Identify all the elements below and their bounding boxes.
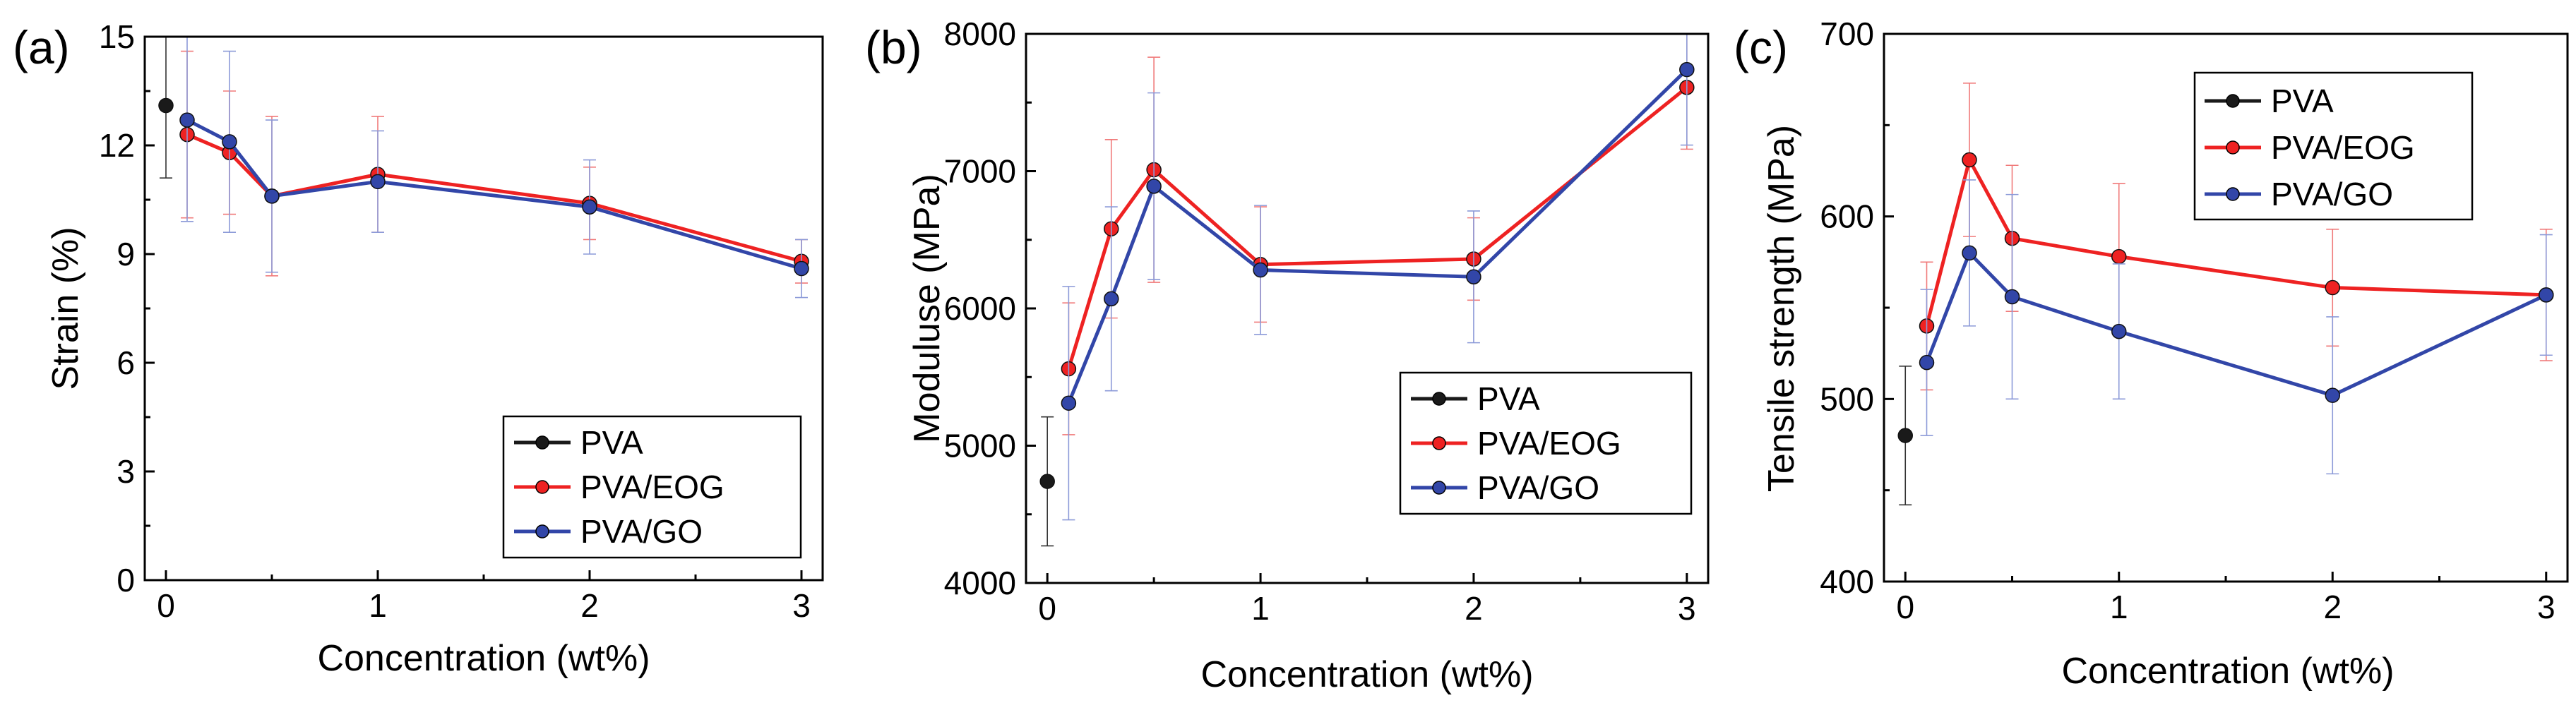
data-point-pva-go (582, 199, 597, 215)
data-point-pva-eog (1962, 152, 1977, 168)
y-tick-label: 6000 (944, 290, 1016, 327)
x-tick-label: 0 (157, 587, 175, 624)
y-tick-label: 4000 (944, 565, 1016, 601)
legend-label-pva-eog: PVA/EOG (1477, 425, 1621, 462)
y-tick-label: 12 (99, 127, 135, 164)
legend-label-pva-eog: PVA/EOG (2271, 129, 2415, 166)
panel-a-tag: (a) (13, 21, 70, 73)
panel-a-strain-chart: (a) Concentration (wt%) Strain (%) 0 1 2 30… (13, 18, 824, 679)
legend-label-pva-eog: PVA/EOG (580, 469, 724, 505)
legend-marker-pva-eog (535, 480, 549, 494)
panel-a-ylabel: Strain (%) (45, 227, 86, 390)
data-point-pva-eog (2325, 279, 2340, 296)
legend-marker-pva-eog (2226, 140, 2240, 155)
series-line-pva-go (186, 118, 802, 270)
data-point-pva-go (1104, 291, 1119, 307)
panel-b-modulus-chart: (b) Concentration (wt%) Moduluse (MPa) 0… (865, 16, 1710, 695)
panel-a-xlabel: Concentration (wt%) (317, 638, 650, 679)
x-tick-label: 3 (2537, 589, 2556, 625)
panel-c-tag: (c) (1734, 21, 1788, 73)
x-tick-label: 0 (1038, 590, 1056, 627)
y-tick-label: 400 (1820, 563, 1874, 600)
data-point-pva-go (1962, 245, 1977, 261)
data-point-pva-go (1146, 179, 1162, 194)
data-point-pva-go (1466, 269, 1481, 285)
data-point-pva-go (794, 260, 809, 277)
y-tick-label: 700 (1820, 16, 1874, 52)
x-tick-label: 2 (2323, 589, 2342, 625)
y-tick-label: 6 (117, 344, 135, 381)
data-point-pva-go (1253, 262, 1268, 278)
data-point-pva-go (1919, 354, 1935, 371)
panel-c-legend: PVA PVA/EOG PVA/GO (2193, 71, 2474, 221)
legend-marker-pva (1432, 392, 1446, 406)
panel-c-tensile-chart: (c) Concentration (wt%) Tensile strength… (1734, 16, 2569, 692)
y-tick-label: 0 (117, 562, 135, 598)
legend-marker-pva-eog (1432, 436, 1446, 450)
x-tick-label: 3 (1678, 590, 1696, 627)
x-tick-label: 1 (369, 587, 387, 624)
data-point-pva-go (1061, 395, 1077, 411)
panel-b-legend: PVA PVA/EOG PVA/GO (1399, 371, 1693, 515)
panel-b-marks (1039, 34, 1695, 547)
legend-label-pva: PVA (1477, 380, 1540, 417)
series-line-pva-eog (1925, 155, 2546, 327)
y-tick-label: 9 (117, 236, 135, 272)
legend-label-pva-go: PVA/GO (1477, 469, 1599, 506)
panel-b-tag: (b) (865, 21, 922, 73)
legend-marker-pva-go (2226, 187, 2240, 201)
series-line-pva-go (1925, 249, 2547, 397)
panel-c-xlabel: Concentration (wt%) (2061, 651, 2394, 692)
data-point-pva (1897, 428, 1913, 443)
y-tick-label: 600 (1820, 198, 1874, 235)
series-line-pva-eog (1066, 85, 1688, 370)
x-tick-label: 0 (1896, 589, 1914, 625)
legend-marker-pva (2226, 94, 2240, 108)
x-tick-label: 1 (2110, 589, 2128, 625)
data-point-pva-go (370, 174, 386, 190)
legend-marker-pva-go (1432, 481, 1446, 495)
data-point-pva-go (2111, 323, 2127, 339)
data-point-pva-go (264, 188, 280, 204)
data-point-pva (158, 97, 174, 114)
x-tick-label: 2 (580, 587, 599, 624)
data-point-pva-go (2004, 289, 2020, 305)
data-point-pva (1039, 474, 1055, 489)
legend-marker-pva (535, 435, 549, 450)
panel-a-marks (158, 37, 809, 299)
legend-label-pva-go: PVA/GO (2271, 176, 2393, 212)
series-line-pva-go (1067, 68, 1688, 404)
panel-c-marks (1897, 83, 2554, 506)
y-tick-label: 500 (1820, 380, 1874, 417)
y-tick-label: 5000 (944, 428, 1016, 464)
panel-b-xlabel: Concentration (wt%) (1200, 654, 1533, 695)
y-tick-label: 7000 (944, 153, 1016, 190)
data-point-pva-go (2325, 387, 2340, 403)
x-tick-label: 3 (792, 587, 811, 624)
x-tick-label: 1 (1251, 590, 1270, 627)
data-point-pva-go (222, 134, 237, 150)
legend-marker-pva-go (535, 524, 549, 538)
panel-c-ylabel: Tensile strength (MPa) (1761, 125, 1802, 492)
series-line-pva-eog (186, 133, 802, 263)
panel-c-ticks: 0 1 2 3 400 500 600 700 (1820, 16, 2555, 625)
data-point-pva-go (1679, 61, 1695, 78)
panel-b-ylabel: Moduluse (MPa) (907, 174, 948, 443)
legend-label-pva: PVA (580, 424, 643, 461)
data-point-pva-go (2539, 287, 2554, 303)
y-tick-label: 8000 (944, 16, 1016, 52)
data-point-pva-eog (2111, 248, 2127, 265)
data-point-pva-go (179, 112, 195, 128)
panel-a-legend: PVA PVA/EOG PVA/GO (502, 415, 802, 559)
panel-b-ticks: 0 1 2 3 4000 5000 6000 7000 8000 (944, 16, 1696, 627)
y-tick-label: 3 (117, 453, 135, 490)
x-tick-label: 2 (1465, 590, 1483, 627)
legend-label-pva-go: PVA/GO (580, 513, 703, 550)
y-tick-label: 15 (99, 18, 135, 55)
legend-label-pva: PVA (2271, 83, 2334, 119)
